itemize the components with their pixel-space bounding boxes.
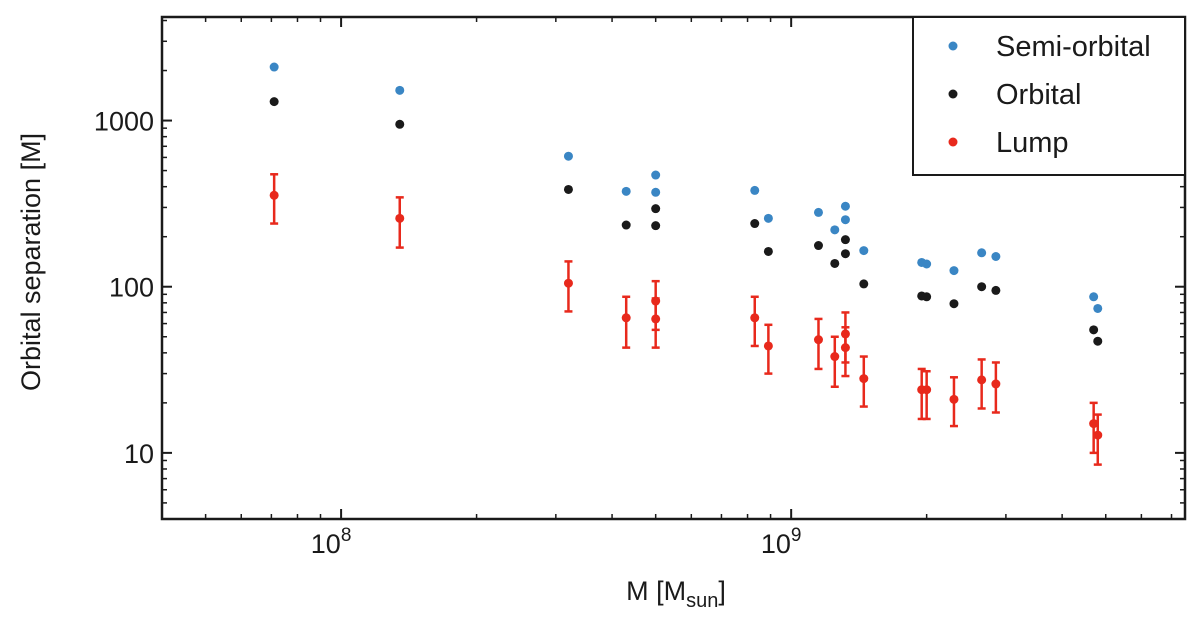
lump-point	[750, 313, 760, 323]
lump-point	[621, 313, 631, 323]
orbital-point	[859, 279, 869, 289]
orbital-point	[750, 219, 760, 229]
orbital-point	[840, 235, 850, 245]
lump-point	[991, 379, 1001, 389]
semi-orbital-point	[813, 207, 823, 217]
y-tick-label: 1000	[94, 107, 154, 137]
lump-point	[859, 374, 869, 384]
orbital-point	[840, 249, 850, 259]
error-bars	[270, 173, 1102, 466]
orbital-point	[269, 97, 279, 107]
orbital-point	[1089, 325, 1099, 335]
lump-point	[763, 341, 773, 351]
lump-point	[830, 352, 840, 362]
orbital-point	[922, 292, 932, 302]
semi-orbital-point	[840, 201, 850, 211]
semi-orbital-point	[763, 213, 773, 223]
semi-orbital-point	[949, 266, 959, 276]
legend-label-orbital: Orbital	[996, 79, 1081, 111]
semi-orbital-point	[395, 85, 405, 95]
orbital-point	[621, 220, 631, 230]
semi-orbital-point	[621, 186, 631, 196]
semi-orbital-point	[991, 252, 1001, 262]
orbital-point	[563, 184, 573, 194]
semi-orbital-point	[750, 185, 760, 195]
orbital-point	[813, 241, 823, 251]
semi-orbital-point	[651, 170, 661, 180]
x-axis-label: M [Msun]	[626, 576, 726, 612]
legend: Semi-orbital Orbital Lump	[912, 16, 1186, 176]
orbital-point	[763, 246, 773, 256]
y-tick-label: 100	[109, 273, 154, 303]
semi-orbital-point	[859, 246, 869, 256]
lump-point	[840, 329, 850, 339]
lump-point	[1093, 430, 1103, 440]
orbital-point	[830, 258, 840, 268]
major-ticks	[162, 17, 1185, 519]
legend-marker-semi-orbital	[948, 41, 958, 51]
lump-point	[395, 213, 405, 223]
legend-marker-orbital	[948, 89, 958, 99]
lump-point	[813, 335, 823, 345]
semi-orbital-point	[269, 62, 279, 72]
tick-labels: 108 109 10 100 1000	[94, 107, 802, 559]
legend-label-lump: Lump	[996, 127, 1069, 159]
orbital-point	[1093, 336, 1103, 346]
data-points	[269, 62, 1103, 440]
lump-point	[977, 375, 987, 385]
y-tick-label: 10	[124, 439, 154, 469]
lump-point	[922, 385, 932, 395]
semi-orbital-point	[651, 187, 661, 197]
lump-point	[651, 296, 661, 306]
lump-point	[840, 343, 850, 353]
semi-orbital-point	[840, 215, 850, 225]
orbital-point	[651, 221, 661, 231]
orbital-point	[395, 119, 405, 129]
x-tick-label: 109	[761, 525, 802, 559]
orbital-point	[651, 204, 661, 214]
lump-point	[563, 278, 573, 288]
semi-orbital-point	[977, 248, 987, 258]
semi-orbital-point	[922, 259, 932, 269]
lump-point	[651, 314, 661, 324]
semi-orbital-point	[830, 225, 840, 235]
y-axis-label: Orbital separation [M]	[16, 133, 46, 391]
orbital-point	[977, 282, 987, 292]
semi-orbital-point	[1093, 303, 1103, 313]
semi-orbital-point	[1089, 292, 1099, 302]
legend-label-semi-orbital: Semi-orbital	[996, 31, 1151, 63]
semi-orbital-point	[563, 151, 573, 161]
orbital-point	[991, 285, 1001, 295]
orbital-point	[949, 299, 959, 309]
legend-box	[912, 16, 1186, 176]
lump-point	[1089, 419, 1099, 429]
lump-point	[949, 394, 959, 404]
x-tick-label: 108	[311, 525, 352, 559]
legend-marker-lump	[948, 137, 958, 147]
plot-frame	[160, 15, 1187, 521]
lump-point	[269, 190, 279, 200]
